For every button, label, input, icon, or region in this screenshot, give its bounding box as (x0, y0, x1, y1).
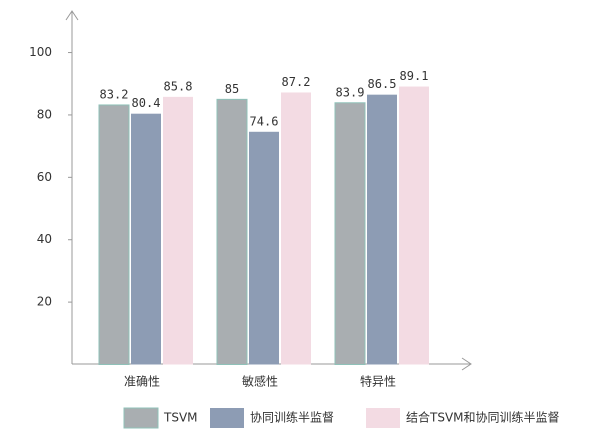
value-label: 85 (225, 82, 239, 96)
y-tick-label: 80 (37, 107, 52, 121)
legend-label: 结合TSVM和协同训练半监督 (406, 410, 560, 425)
bar (367, 94, 397, 365)
value-label: 80.4 (132, 96, 161, 110)
value-label: 74.6 (250, 114, 279, 128)
x-axis-arrow (461, 357, 472, 371)
value-label: 83.9 (336, 85, 365, 99)
y-tick-label: 40 (37, 232, 52, 246)
y-axis-arrow (65, 10, 79, 21)
bar (399, 86, 429, 365)
legend-swatch (123, 407, 159, 429)
y-tick-label: 20 (37, 295, 52, 309)
legend-swatch (210, 408, 244, 428)
value-label: 85.8 (164, 79, 193, 93)
legend-label: TSVM (163, 411, 198, 425)
value-label: 89.1 (400, 69, 429, 83)
bar (249, 131, 279, 365)
value-label: 87.2 (282, 75, 311, 89)
value-label: 86.5 (368, 77, 397, 91)
bar (216, 98, 248, 366)
x-tick-label: 准确性 (124, 375, 160, 389)
x-tick-label: 敏感性 (242, 374, 278, 389)
bar (334, 102, 366, 365)
legend-label: 协同训练半监督 (250, 410, 334, 425)
y-tick-label: 60 (37, 170, 52, 184)
y-tick-label: 100 (29, 45, 52, 59)
value-label: 83.2 (100, 87, 129, 101)
bar (163, 96, 193, 365)
bar (98, 104, 130, 365)
x-tick-label: 特异性 (360, 374, 396, 389)
bar (281, 92, 311, 365)
legend-swatch (366, 408, 400, 428)
bar (131, 113, 161, 365)
